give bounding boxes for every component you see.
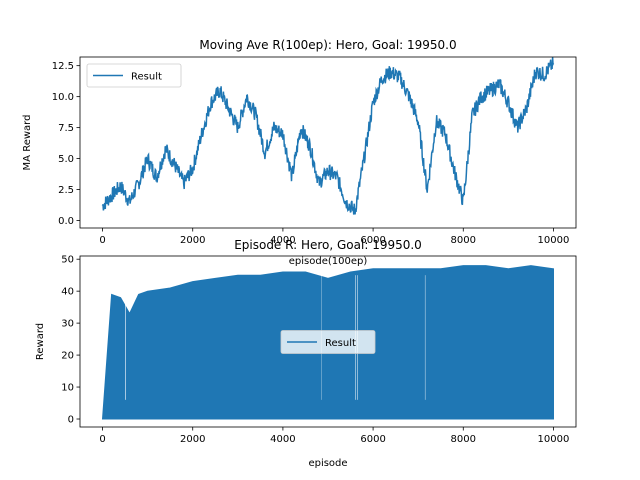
x-tick-label: 10000 [538, 434, 570, 445]
y-tick-label: 10.0 [52, 92, 74, 103]
chart-title: Moving Ave R(100ep): Hero, Goal: 19950.0 [199, 38, 456, 52]
x-tick-label: 0 [99, 235, 105, 246]
plot-frame [79, 56, 577, 229]
x-axis-label: episode [308, 458, 347, 469]
moving-average-chart: 0 2000 4000 6000 8000 10000 0.0 2.5 5.0 7.5 10.0 12… [22, 38, 577, 267]
x-tick-label: 2000 [180, 434, 205, 445]
legend-label: Result [131, 72, 162, 83]
episode-reward-chart: 0 2000 4000 6000 8000 10000 0 10 20 30 40 50 Episod… [35, 238, 577, 469]
y-tick-label: 2.5 [58, 185, 74, 196]
x-tick-label: 10000 [538, 235, 570, 246]
y-axis-label: MA Reward [22, 115, 33, 171]
y-tick-label: 5.0 [58, 154, 74, 165]
y-tick-label: 12.5 [52, 61, 74, 72]
x-tick-label: 2000 [180, 235, 205, 246]
series-line [101, 57, 555, 215]
x-tick-label: 0 [99, 434, 105, 445]
x-tick-label: 4000 [270, 434, 295, 445]
y-tick-label: 30 [61, 319, 74, 330]
legend: Result [86, 63, 182, 88]
y-tick-label: 20 [61, 351, 74, 362]
tick-layer: 0 2000 4000 6000 8000 10000 0 10 20 30 40 50 [61, 255, 569, 445]
y-axis-label: Reward [35, 323, 46, 360]
x-tick-label: 8000 [451, 434, 476, 445]
legend-label: Result [325, 338, 356, 349]
y-tick-label: 10 [61, 383, 74, 394]
plot-frame [79, 255, 577, 428]
x-tick-label: 6000 [360, 235, 385, 246]
chart-title: Episode R: Hero, Goal: 19950.0 [234, 238, 422, 252]
legend-box [86, 63, 182, 88]
x-axis-label: episode(100ep) [289, 256, 368, 267]
series-layer [101, 57, 555, 215]
x-tick-label: 6000 [360, 434, 385, 445]
y-tick-label: 7.5 [58, 123, 74, 134]
legend: Result [280, 330, 376, 354]
x-tick-label: 4000 [270, 235, 295, 246]
y-tick-label: 50 [61, 255, 74, 266]
y-tick-label: 0 [68, 415, 74, 426]
legend-box [280, 330, 376, 354]
y-tick-label: 0.0 [58, 216, 74, 227]
reward-gap [125, 275, 126, 400]
tick-layer: 0 2000 4000 6000 8000 10000 0.0 2.5 5.0 7.5 10.0 12… [52, 61, 570, 246]
y-tick-label: 40 [61, 287, 74, 298]
x-tick-label: 8000 [451, 235, 476, 246]
